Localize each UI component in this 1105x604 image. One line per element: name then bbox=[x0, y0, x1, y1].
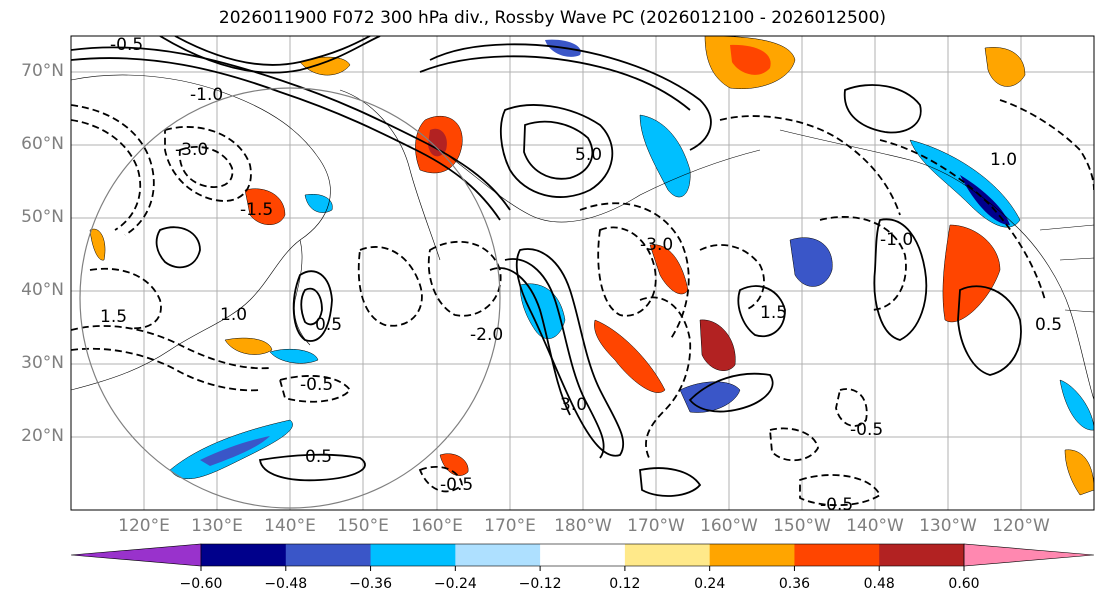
lon-tick-label: 120°W bbox=[992, 516, 1050, 536]
colorbar-tick-label: −0.36 bbox=[349, 576, 392, 592]
hot-blob bbox=[594, 319, 666, 393]
colorbar-segment bbox=[540, 544, 626, 566]
colorbar-segment bbox=[201, 544, 287, 566]
colorbar-tick-label: −0.24 bbox=[433, 576, 477, 592]
contour-label: -1.0 bbox=[880, 230, 913, 250]
colorbar-segment bbox=[624, 544, 711, 566]
contour-label: 0.5 bbox=[305, 447, 332, 467]
warm-blob bbox=[639, 114, 691, 198]
colorbar bbox=[70, 543, 1095, 571]
colorbar-extend-max bbox=[963, 543, 1095, 567]
colorbar-tick-label: 0.48 bbox=[863, 576, 895, 592]
contour-label: 1.5 bbox=[100, 307, 127, 327]
colorbar-outline bbox=[200, 543, 965, 567]
colorbar-tick-label: 0.60 bbox=[948, 576, 980, 592]
warm-blob bbox=[200, 436, 270, 466]
contour-label: -3.0 bbox=[640, 235, 673, 255]
colorbar-extend-min bbox=[70, 543, 202, 567]
hot-blob bbox=[89, 228, 106, 261]
contour-label: 1.0 bbox=[990, 150, 1017, 170]
colorbar-tick-label: 0.36 bbox=[778, 576, 811, 592]
colorbar-segment bbox=[879, 544, 965, 566]
coastlines bbox=[71, 74, 1094, 401]
lon-tick-label: 160°W bbox=[700, 516, 758, 536]
contour-label: -0.5 bbox=[850, 420, 883, 440]
contour-label: -0.5 bbox=[820, 495, 853, 515]
contour-label: 1.0 bbox=[220, 305, 247, 325]
colorbar-segment bbox=[370, 544, 456, 566]
cold-blob bbox=[428, 128, 447, 157]
colorbar-segment bbox=[709, 544, 795, 566]
contour-lines bbox=[71, 36, 1094, 507]
contour-label: -2.0 bbox=[470, 325, 503, 345]
map-frame bbox=[70, 35, 1095, 511]
lat-tick-label: 60°N bbox=[21, 134, 64, 154]
colorbar-tick-label: −0.60 bbox=[179, 576, 223, 592]
hot-blob bbox=[984, 47, 1026, 87]
contour-label: 3.0 bbox=[560, 395, 587, 415]
colorbar-tick-label: −0.48 bbox=[264, 576, 308, 592]
warm-blob bbox=[789, 237, 833, 287]
great-circle bbox=[79, 87, 501, 509]
contour-label: -1.5 bbox=[240, 200, 273, 220]
lon-tick-label: 120°E bbox=[118, 516, 170, 536]
colorbar-tick-label: 0.24 bbox=[694, 576, 726, 592]
colorbar-segment bbox=[455, 544, 541, 566]
lat-tick-label: 30°N bbox=[21, 353, 64, 373]
lat-tick-label: 70°N bbox=[21, 61, 64, 81]
warm-blob bbox=[1059, 379, 1094, 431]
hot-blob bbox=[244, 188, 286, 225]
hot-blob bbox=[699, 319, 736, 371]
contour-label: -0.5 bbox=[300, 375, 333, 395]
lat-tick-label: 40°N bbox=[21, 280, 64, 300]
warm-blob bbox=[304, 194, 333, 213]
lon-tick-label: 130°W bbox=[919, 516, 977, 536]
warm-blob bbox=[269, 349, 319, 364]
lon-tick-label: 130°E bbox=[191, 516, 243, 536]
colorbar-tick-label: 0.12 bbox=[609, 576, 641, 592]
colorbar-segment bbox=[285, 544, 372, 566]
lon-tick-label: 180°W bbox=[554, 516, 612, 536]
map-title: 2026011900 F072 300 hPa div., Rossby Wav… bbox=[218, 8, 887, 28]
lon-tick-label: 150°E bbox=[337, 516, 389, 536]
hot-blob bbox=[942, 224, 1001, 323]
contour-label: 5.0 bbox=[575, 145, 602, 165]
contour-label: 0.5 bbox=[315, 315, 342, 335]
graticule bbox=[71, 36, 1094, 510]
contour-label: 1.5 bbox=[760, 303, 787, 323]
contour-labels: -0.5 -1.0 -1.5 -3.0 -2.0 0.5 1.0 1.5 3.0 5.0 -0.5 0… bbox=[100, 35, 1062, 515]
lat-tick-label: 20°N bbox=[21, 426, 64, 446]
hot-blob bbox=[730, 44, 771, 75]
lon-tick-label: 170°E bbox=[484, 516, 536, 536]
contour-label: 0.5 bbox=[1035, 315, 1062, 335]
lon-tick-label: 150°W bbox=[773, 516, 831, 536]
contour-label: -0.5 bbox=[440, 475, 473, 495]
colorbar-segment bbox=[794, 544, 880, 566]
lon-tick-label: 140°E bbox=[264, 516, 316, 536]
contour-label: -0.5 bbox=[110, 35, 143, 55]
hot-blob bbox=[224, 337, 273, 355]
lat-tick-label: 50°N bbox=[21, 207, 64, 227]
colorbar-tick-label: −0.12 bbox=[518, 576, 562, 592]
contour-label: -1.0 bbox=[190, 85, 223, 105]
lon-tick-label: 140°W bbox=[846, 516, 904, 536]
lon-tick-label: 170°W bbox=[627, 516, 685, 536]
hot-blob bbox=[1064, 449, 1094, 496]
lon-tick-label: 160°E bbox=[411, 516, 463, 536]
contour-label: -3.0 bbox=[175, 140, 208, 160]
